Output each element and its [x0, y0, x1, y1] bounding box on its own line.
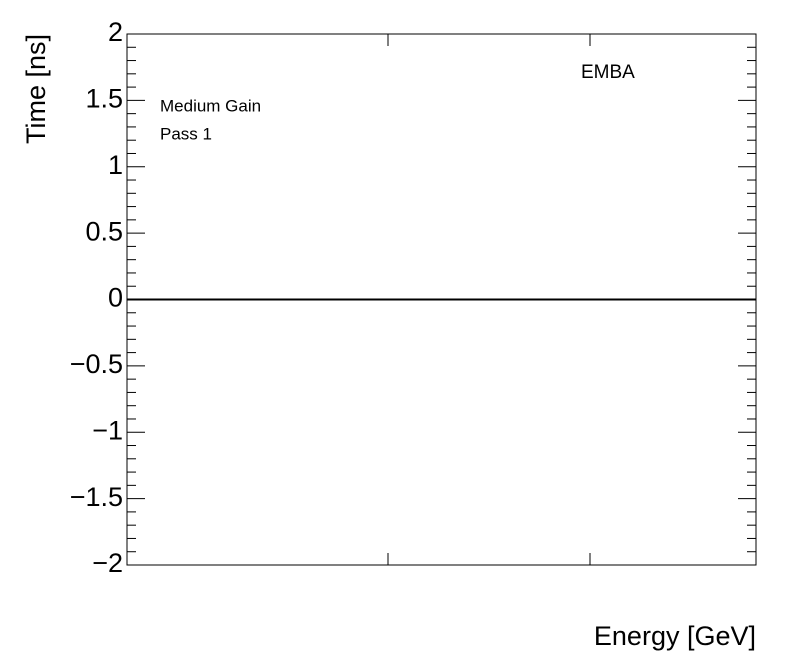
y-tick-label: 2 [108, 17, 123, 47]
y-axis-title: Time [ns] [21, 34, 51, 144]
y-tick-label: −2 [92, 548, 123, 578]
annotation: EMBA [581, 62, 635, 83]
x-axis-title: Energy [GeV] [594, 621, 756, 651]
annotation: Pass 1 [160, 124, 212, 143]
y-tick-label: 1.5 [85, 84, 123, 114]
y-tick-label: −1.5 [70, 482, 123, 512]
annotation: Medium Gain [160, 96, 261, 115]
y-tick-label: 0.5 [85, 216, 123, 246]
y-tick-label: 1 [108, 150, 123, 180]
y-tick-label: −0.5 [70, 349, 123, 379]
y-tick-label: −1 [92, 415, 123, 445]
y-tick-label: 0 [108, 283, 123, 313]
